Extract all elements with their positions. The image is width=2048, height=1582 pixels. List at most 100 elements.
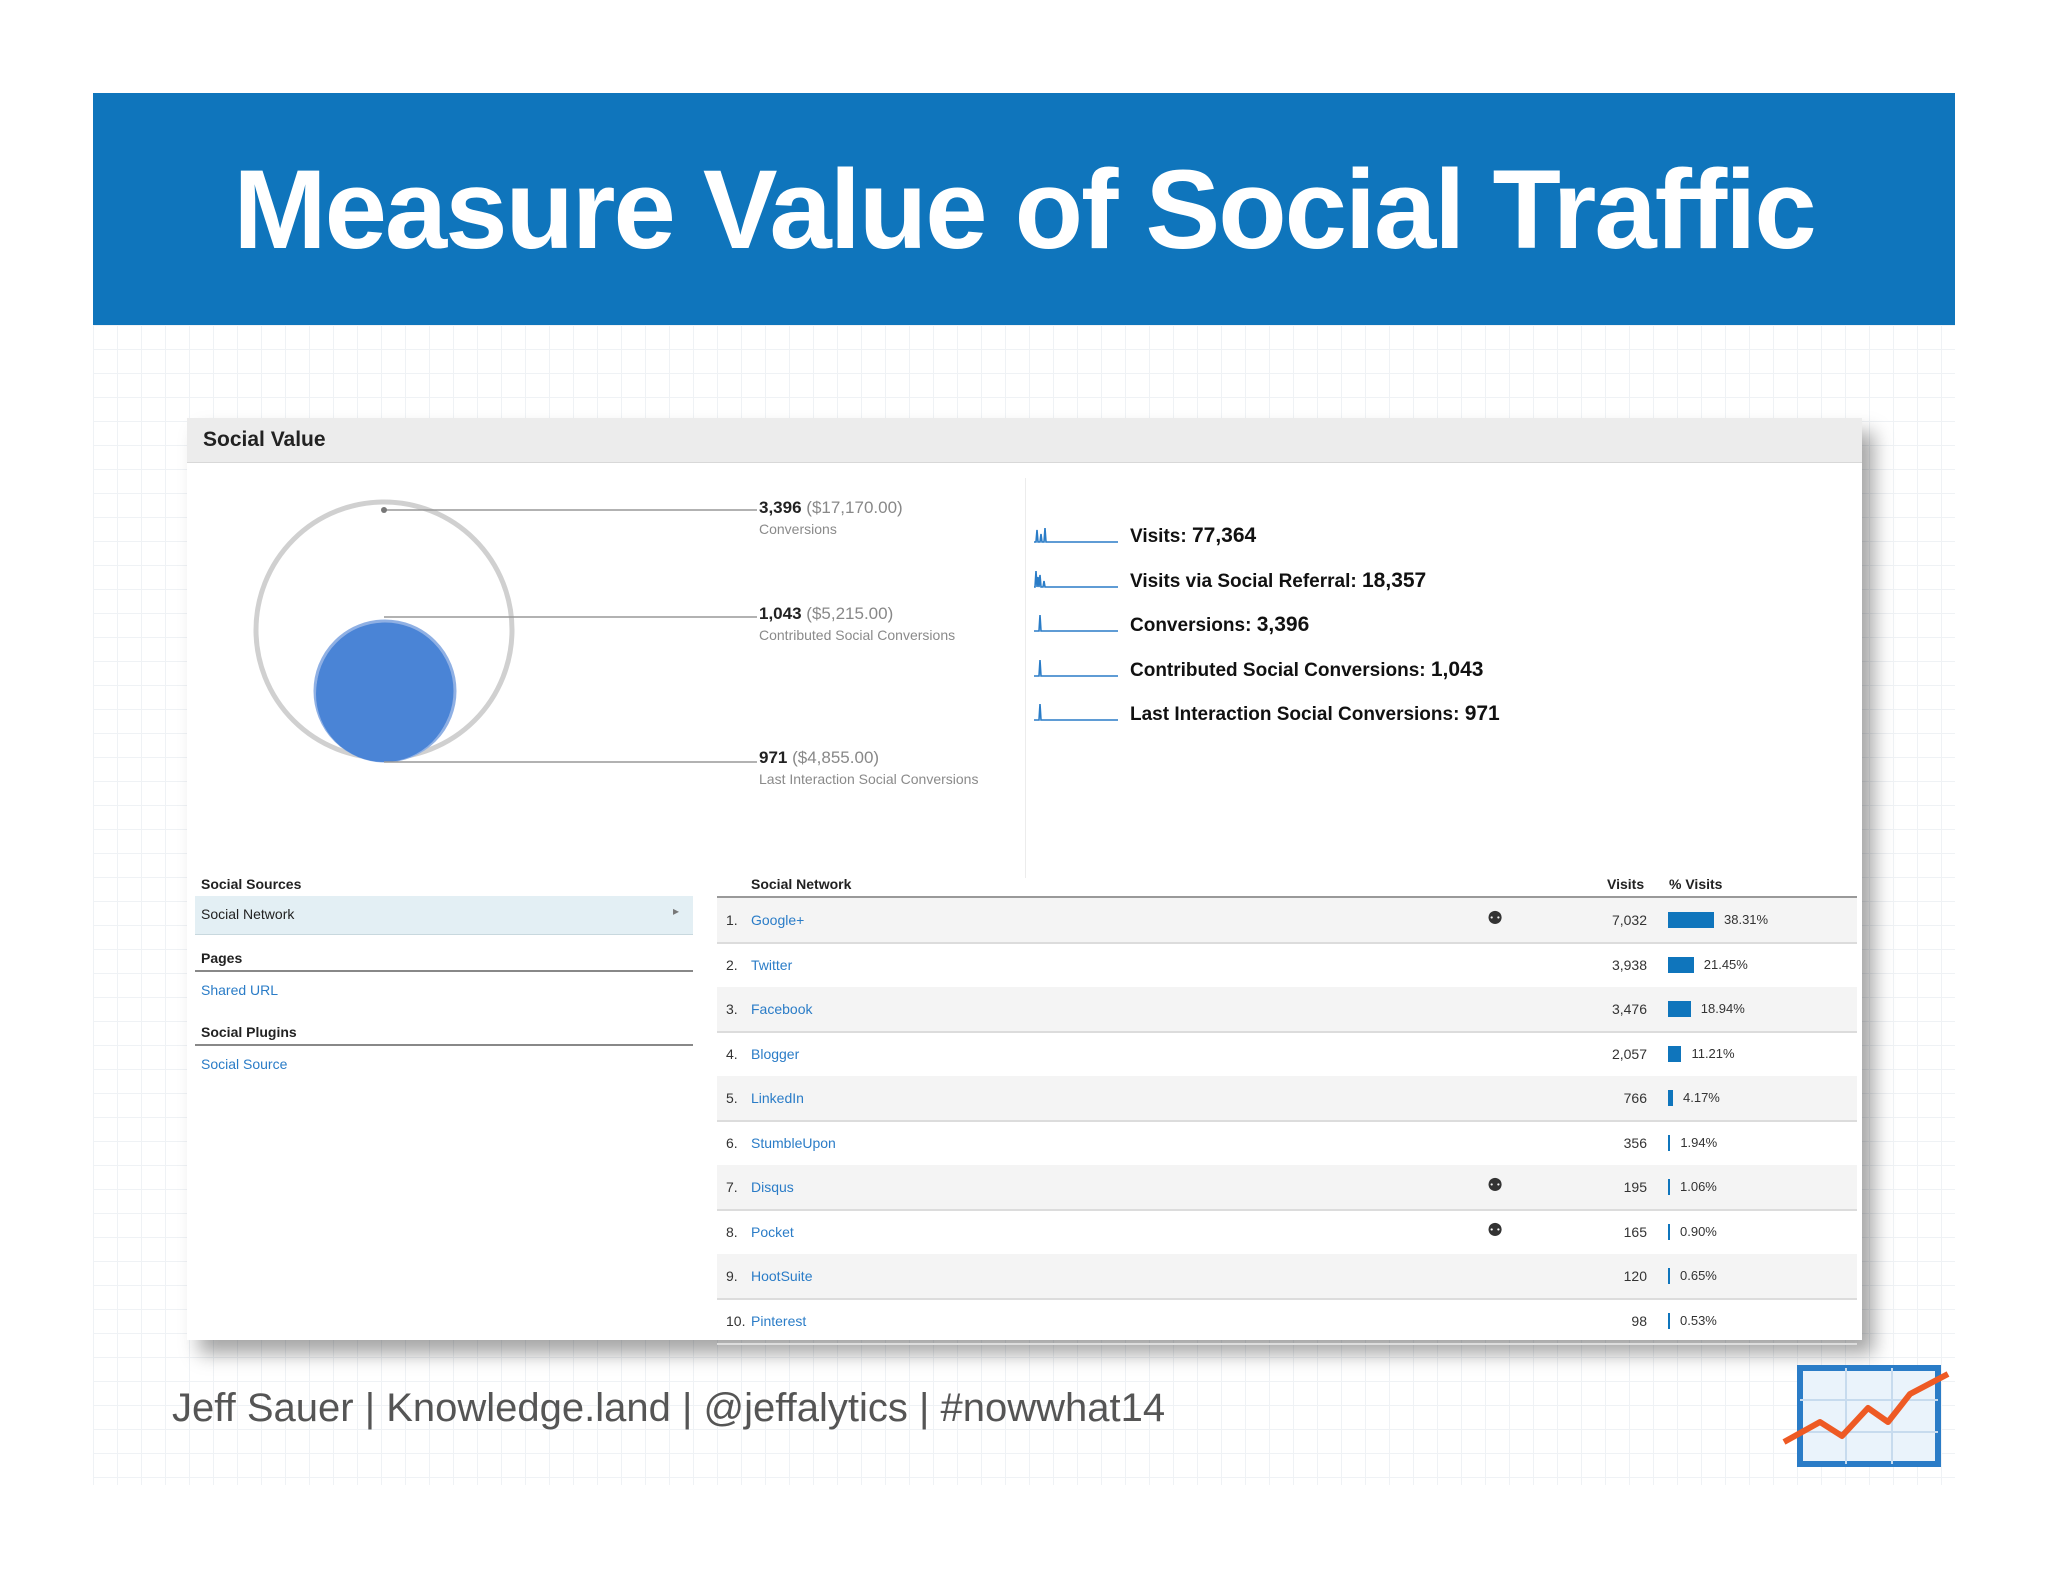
visits-share-bar bbox=[1668, 1134, 1671, 1151]
metric-1: Visits via Social Referral: 18,357 bbox=[1130, 569, 1426, 593]
last-interaction-label: Last Interaction Social Conversions bbox=[759, 771, 979, 787]
sparkline-icon bbox=[1034, 703, 1118, 721]
conversions-label: Conversions bbox=[759, 521, 837, 537]
sparkline-icon bbox=[1034, 659, 1118, 677]
table-row[interactable]: 9. HootSuite 120 0.65% bbox=[717, 1254, 1857, 1300]
metric-label: Conversions: bbox=[1130, 615, 1252, 636]
slide-title-banner: Measure Value of Social Traffic bbox=[93, 93, 1955, 325]
data-hub-icon[interactable]: ⚉ bbox=[1487, 908, 1504, 928]
metric-value: 18,357 bbox=[1362, 568, 1427, 592]
table-row[interactable]: 2. Twitter 3,938 21.45% bbox=[717, 943, 1857, 989]
metric-3: Contributed Social Conversions: 1,043 bbox=[1130, 658, 1483, 682]
row-rank: 6. bbox=[726, 1134, 738, 1151]
network-link[interactable]: Facebook bbox=[751, 1001, 813, 1017]
table-row[interactable]: 6. StumbleUpon 356 1.94% bbox=[717, 1121, 1857, 1167]
table-row[interactable]: 1. Google+ ⚉ 7,032 38.31% bbox=[717, 898, 1857, 944]
visits-share-bar bbox=[1668, 1223, 1670, 1240]
metric-0: Visits: 77,364 bbox=[1130, 524, 1256, 548]
network-link[interactable]: Google+ bbox=[751, 912, 805, 928]
caret-right-icon: ▸ bbox=[673, 904, 680, 918]
contributed-conversions-label: Contributed Social Conversions bbox=[759, 627, 956, 643]
visits-value: 3,938 bbox=[1611, 956, 1647, 973]
pct-visits-value: 38.31% bbox=[1724, 912, 1769, 927]
visits-value: 356 bbox=[1623, 1134, 1647, 1151]
table-row[interactable]: 10. Pinterest 98 0.53% bbox=[717, 1299, 1857, 1345]
network-link[interactable]: HootSuite bbox=[751, 1268, 813, 1284]
visits-value: 7,032 bbox=[1611, 912, 1647, 928]
pct-visits-value: 11.21% bbox=[1691, 1045, 1735, 1061]
table-row[interactable]: 7. Disqus ⚉ 195 1.06% bbox=[717, 1165, 1857, 1211]
panel-header: Social Value bbox=[187, 418, 1862, 463]
pct-visits-value: 0.65% bbox=[1680, 1268, 1717, 1283]
social-source-link[interactable]: Social Source bbox=[201, 1056, 288, 1072]
visits-share-bar bbox=[1668, 1090, 1673, 1106]
table-header-rule bbox=[717, 896, 1857, 898]
visits-share-bar bbox=[1668, 1001, 1691, 1017]
row-rank: 9. bbox=[726, 1268, 738, 1284]
pages-heading: Pages bbox=[201, 950, 243, 966]
metric-2: Conversions: 3,396 bbox=[1130, 613, 1309, 637]
network-link[interactable]: Twitter bbox=[751, 956, 793, 973]
data-hub-icon[interactable]: ⚉ bbox=[1487, 1175, 1504, 1195]
table-row[interactable]: 5. LinkedIn 766 4.17% bbox=[717, 1076, 1857, 1122]
nav-rule bbox=[195, 1044, 693, 1046]
social-plugins-heading: Social Plugins bbox=[201, 1024, 297, 1040]
nav-item-label: Social Network bbox=[201, 906, 295, 922]
trend-chart-logo-icon bbox=[1782, 1365, 1950, 1467]
slide-footer: Jeff Sauer | Knowledge.land | @jeffalyti… bbox=[172, 1386, 1166, 1430]
network-link[interactable]: Disqus bbox=[751, 1179, 794, 1195]
data-hub-icon[interactable]: ⚉ bbox=[1487, 1219, 1504, 1240]
nav-item-social-network[interactable]: Social Network ▸ bbox=[195, 896, 693, 935]
metric-value: 3,396 bbox=[1256, 613, 1310, 636]
row-rank: 4. bbox=[726, 1045, 738, 1062]
sparkline-icon bbox=[1034, 570, 1118, 588]
visits-share-bar bbox=[1668, 1312, 1670, 1329]
conversion-circles-chart bbox=[253, 499, 757, 763]
pct-visits-value: 1.94% bbox=[1680, 1134, 1718, 1150]
pct-visits-value: 0.53% bbox=[1680, 1312, 1717, 1328]
visits-share-bar bbox=[1668, 1179, 1670, 1195]
visits-value: 2,057 bbox=[1611, 1045, 1647, 1062]
network-link[interactable]: Blogger bbox=[751, 1045, 800, 1062]
social-sources-heading: Social Sources bbox=[201, 876, 302, 892]
table-row[interactable]: 3. Facebook 3,476 18.94% bbox=[717, 987, 1857, 1033]
metric-value: 77,364 bbox=[1191, 524, 1257, 547]
metric-label: Visits: bbox=[1130, 526, 1187, 547]
network-link[interactable]: LinkedIn bbox=[751, 1090, 804, 1106]
network-link[interactable]: Pocket bbox=[751, 1223, 794, 1240]
table-row[interactable]: 8. Pocket ⚉ 165 0.90% bbox=[717, 1210, 1857, 1256]
social-value-panel: Social Value 3,396 ($17,170.00) Conversi… bbox=[187, 418, 1862, 1345]
column-header-visits[interactable]: Visits bbox=[1607, 876, 1645, 892]
metric-4: Last Interaction Social Conversions: 971 bbox=[1130, 702, 1500, 726]
table-row[interactable]: 4. Blogger 2,057 11.21% bbox=[717, 1032, 1857, 1078]
panel-divider bbox=[1025, 478, 1026, 878]
row-rank: 7. bbox=[726, 1179, 738, 1195]
metric-label: Visits via Social Referral: bbox=[1130, 570, 1357, 592]
visits-value: 165 bbox=[1623, 1223, 1647, 1240]
column-header-network[interactable]: Social Network bbox=[751, 876, 852, 892]
contributed-conversions-value: 1,043 ($5,215.00) bbox=[759, 604, 894, 623]
nav-rule bbox=[195, 970, 693, 972]
visits-share-bar bbox=[1668, 1045, 1682, 1062]
network-link[interactable]: Pinterest bbox=[751, 1312, 807, 1329]
visits-value: 3,476 bbox=[1611, 1001, 1647, 1017]
row-rank: 5. bbox=[726, 1090, 738, 1106]
panel-title: Social Value bbox=[203, 428, 326, 451]
shared-url-link[interactable]: Shared URL bbox=[201, 982, 279, 998]
visits-value: 98 bbox=[1631, 1312, 1647, 1329]
column-header-pct-visits[interactable]: % Visits bbox=[1669, 876, 1723, 892]
metric-label: Contributed Social Conversions: bbox=[1130, 659, 1426, 681]
metric-value: 1,043 bbox=[1430, 657, 1484, 681]
slide-title: Measure Value of Social Traffic bbox=[233, 146, 1816, 272]
row-rank: 2. bbox=[726, 956, 738, 973]
pct-visits-value: 21.45% bbox=[1703, 956, 1748, 972]
visits-share-bar bbox=[1668, 956, 1694, 973]
pct-visits-value: 18.94% bbox=[1700, 1001, 1745, 1016]
conversions-value: 3,396 ($17,170.00) bbox=[759, 498, 903, 517]
visits-value: 195 bbox=[1623, 1179, 1647, 1195]
network-link[interactable]: StumbleUpon bbox=[751, 1134, 836, 1151]
pct-visits-value: 1.06% bbox=[1680, 1179, 1717, 1194]
row-rank: 3. bbox=[726, 1001, 738, 1017]
metric-value: 971 bbox=[1464, 702, 1500, 725]
row-rank: 10. bbox=[726, 1312, 746, 1329]
